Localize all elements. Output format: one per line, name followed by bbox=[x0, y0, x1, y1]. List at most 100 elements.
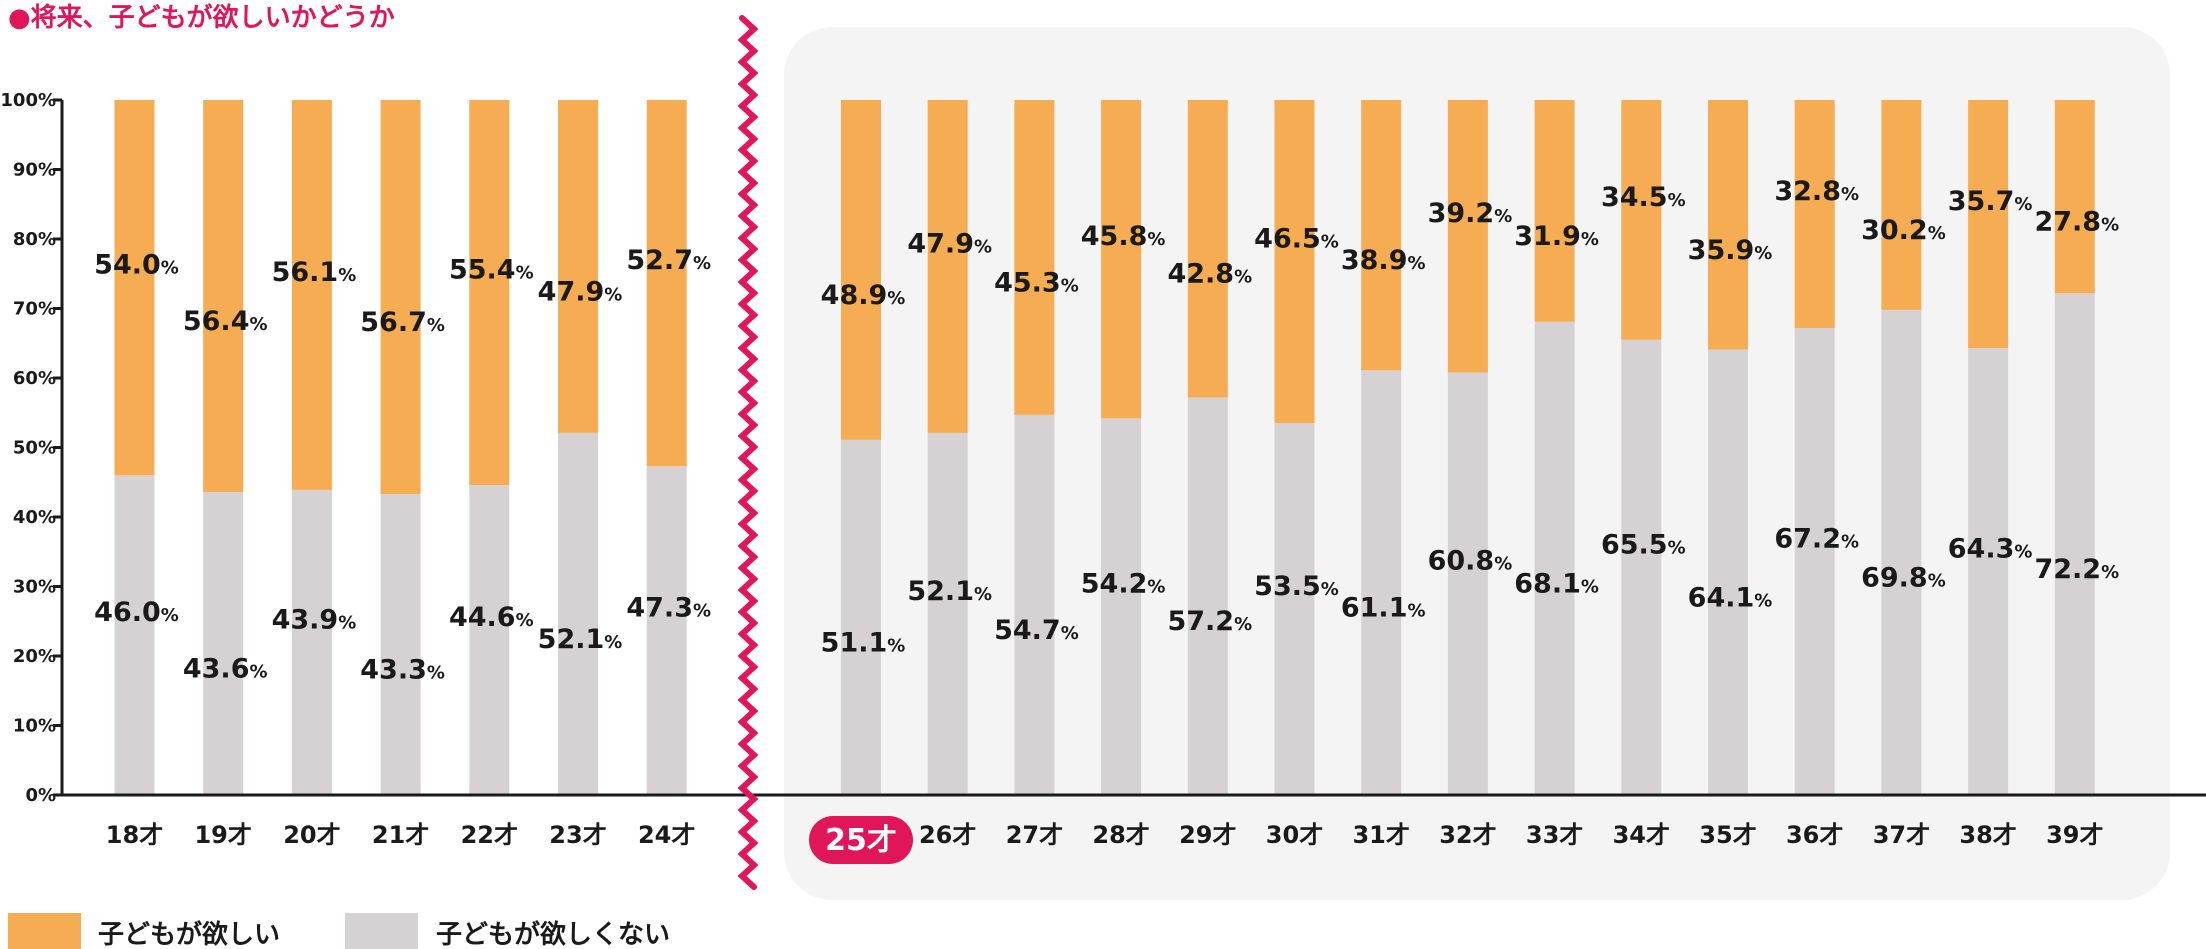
bar-not-want bbox=[558, 432, 598, 795]
bar-not-want bbox=[291, 489, 332, 795]
bar-want bbox=[380, 100, 421, 495]
x-tick-label: 34才 bbox=[1613, 821, 1670, 849]
x-tick-label: 23才 bbox=[549, 821, 606, 849]
value-label: 45.3% bbox=[994, 267, 1079, 298]
x-tick-label: 20才 bbox=[283, 821, 340, 849]
x-tick-label: 24才 bbox=[638, 821, 695, 849]
value-label: 27.8% bbox=[2034, 207, 2119, 238]
x-tick-label: 37才 bbox=[1873, 821, 1930, 849]
value-label: 46.0% bbox=[94, 597, 179, 628]
value-label: 56.1% bbox=[272, 257, 357, 288]
bar-not-want bbox=[2054, 293, 2095, 795]
x-tick-label: 27才 bbox=[1006, 821, 1063, 849]
value-label: 52.1% bbox=[538, 624, 623, 655]
x-tick-label: 36才 bbox=[1786, 821, 1843, 849]
value-label: 54.0% bbox=[94, 250, 179, 281]
x-tick-label: 38才 bbox=[1959, 821, 2016, 849]
value-labels-group: 54.0% 46.0% 56.4% 43.6% 56.1% 43.9% 56.7% 43.3%… bbox=[94, 176, 2119, 686]
value-label: 65.5% bbox=[1601, 529, 1686, 560]
bar-not-want bbox=[1621, 339, 1662, 795]
x-tick-label: 22才 bbox=[461, 821, 518, 849]
bar-want bbox=[2054, 100, 2095, 294]
x-tick-label: 19才 bbox=[194, 821, 251, 849]
value-label: 31.9% bbox=[1514, 221, 1599, 252]
bar-want bbox=[1101, 100, 1142, 419]
bar-not-want bbox=[114, 475, 155, 795]
bar-want bbox=[1534, 100, 1575, 322]
bar-not-want bbox=[380, 494, 421, 795]
bar-not-want bbox=[927, 432, 968, 795]
x-tick-label: 31才 bbox=[1352, 821, 1409, 849]
value-label: 38.9% bbox=[1341, 245, 1426, 276]
value-label: 47.3% bbox=[626, 593, 711, 624]
value-label: 64.3% bbox=[1948, 534, 2033, 565]
value-label: 30.2% bbox=[1861, 215, 1946, 246]
bar-want bbox=[1274, 100, 1315, 424]
legend-swatch-not-want bbox=[345, 913, 418, 949]
value-label: 61.1% bbox=[1341, 593, 1426, 624]
x-tick-label: 29才 bbox=[1179, 821, 1236, 849]
y-axis: 0% 10% 20% 30% 40% 50% 60% 70% 80% 90% 100% bbox=[0, 90, 64, 806]
x-tick-label: 21才 bbox=[372, 821, 429, 849]
y-tick-label: 100% bbox=[0, 90, 56, 111]
value-label: 43.9% bbox=[272, 604, 357, 635]
value-label: 56.7% bbox=[360, 307, 445, 338]
legend-swatch-want bbox=[8, 913, 81, 949]
value-label: 54.7% bbox=[994, 615, 1079, 646]
value-label: 44.6% bbox=[449, 602, 534, 633]
bar-not-want bbox=[1101, 418, 1142, 795]
bar-want bbox=[203, 100, 244, 492]
y-tick-label: 10% bbox=[13, 716, 56, 737]
bar-want bbox=[469, 100, 510, 486]
bar-want bbox=[291, 100, 332, 490]
value-label: 43.6% bbox=[183, 653, 268, 684]
bar-not-want bbox=[1708, 349, 1748, 795]
value-label: 47.9% bbox=[538, 276, 623, 307]
bar-not-want bbox=[1274, 423, 1315, 795]
x-axis: 18才 19才 20才 21才 22才 23才 24才 25才 26才 27才 28才 29才 30才 3… bbox=[62, 793, 2206, 864]
value-label: 46.5% bbox=[1254, 224, 1339, 255]
bar-want bbox=[841, 100, 881, 440]
bar-want bbox=[1708, 100, 1748, 350]
y-tick-label: 40% bbox=[13, 507, 56, 528]
y-tick-label: 90% bbox=[13, 160, 56, 181]
value-label: 48.9% bbox=[821, 280, 906, 311]
bar-want bbox=[558, 100, 598, 433]
value-label: 35.9% bbox=[1688, 235, 1773, 266]
bar-want bbox=[1361, 100, 1402, 371]
bar-not-want bbox=[1447, 372, 1488, 795]
bar-want bbox=[1014, 100, 1055, 415]
bar-not-want bbox=[1968, 348, 2009, 795]
bar-not-want bbox=[1881, 309, 1922, 795]
y-tick-label: 20% bbox=[13, 646, 56, 667]
axis-break-line bbox=[737, 15, 759, 890]
x-tick-label-highlight: 25才 bbox=[825, 823, 897, 858]
bar-want bbox=[1881, 100, 1922, 310]
bar-want bbox=[927, 100, 968, 433]
bar-want bbox=[1621, 100, 1662, 340]
value-label: 68.1% bbox=[1514, 568, 1599, 599]
x-tick-label: 28才 bbox=[1092, 821, 1149, 849]
value-label: 53.5% bbox=[1254, 571, 1339, 602]
value-label: 60.8% bbox=[1428, 546, 1513, 577]
value-label: 54.2% bbox=[1081, 569, 1166, 600]
value-label: 52.1% bbox=[907, 576, 992, 607]
value-label: 52.7% bbox=[626, 245, 711, 276]
value-label: 47.9% bbox=[907, 228, 992, 259]
y-tick-label: 30% bbox=[13, 577, 56, 598]
value-label: 64.1% bbox=[1688, 582, 1773, 613]
value-label: 39.2% bbox=[1428, 198, 1513, 229]
legend: 子どもが欲しい 子どもが欲しくない bbox=[8, 913, 670, 949]
bar-not-want bbox=[203, 491, 244, 795]
x-tick-label: 26才 bbox=[919, 821, 976, 849]
y-tick-label: 80% bbox=[13, 229, 56, 250]
y-tick-label: 70% bbox=[13, 299, 56, 320]
x-tick-label: 32才 bbox=[1439, 821, 1496, 849]
bar-not-want bbox=[841, 439, 881, 795]
x-tick-label: 35才 bbox=[1699, 821, 1756, 849]
value-label: 57.2% bbox=[1167, 606, 1252, 637]
value-label: 69.8% bbox=[1861, 562, 1946, 593]
value-label: 42.8% bbox=[1167, 259, 1252, 290]
x-tick-label: 18才 bbox=[106, 821, 163, 849]
